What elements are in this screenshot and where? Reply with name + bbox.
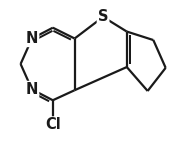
Text: Cl: Cl (45, 117, 61, 132)
Text: N: N (26, 31, 38, 46)
Text: S: S (98, 9, 108, 24)
Text: N: N (26, 82, 38, 97)
